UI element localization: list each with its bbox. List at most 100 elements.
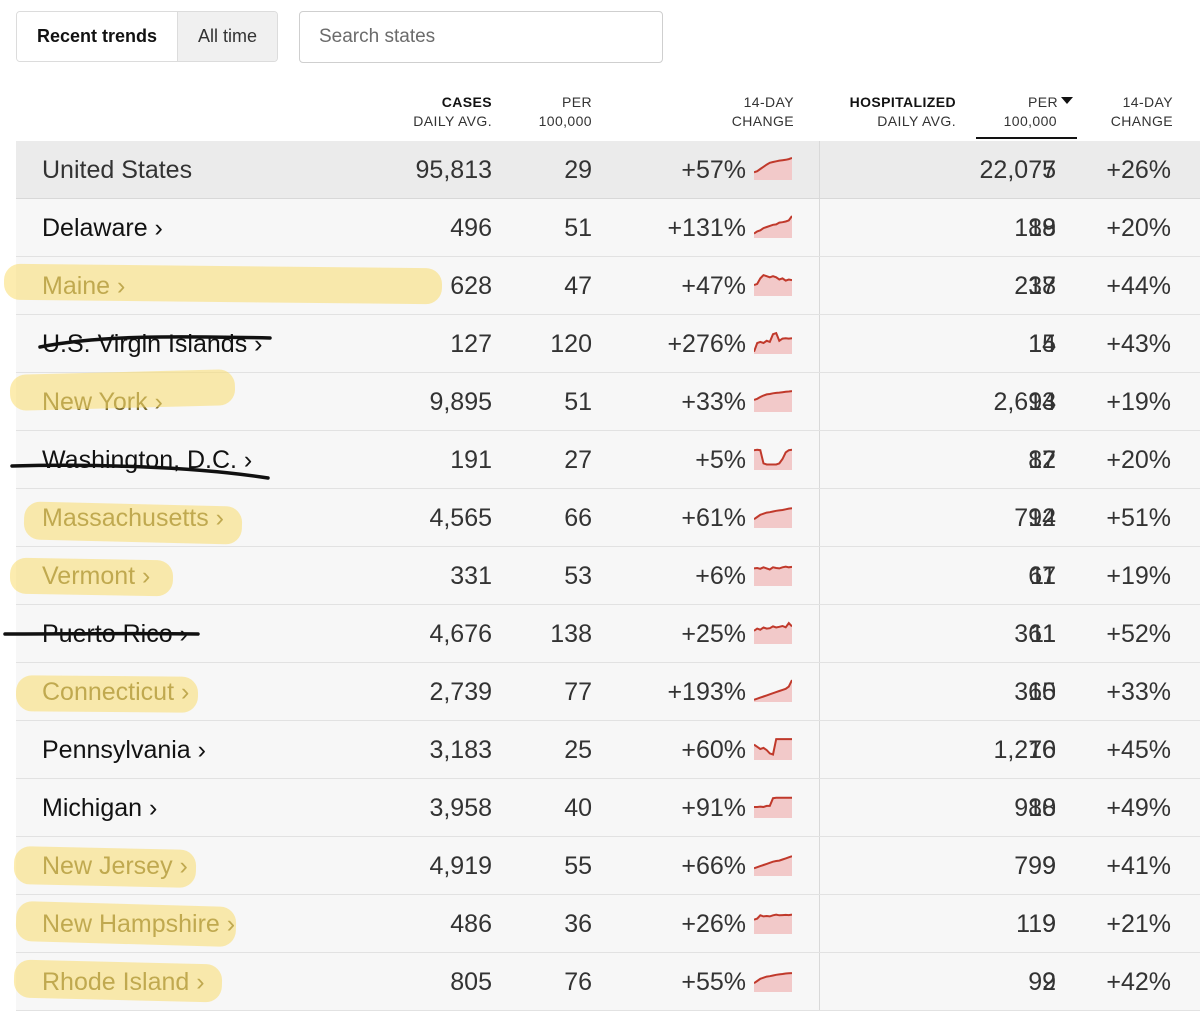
cases-14day-change: +47% (596, 257, 746, 314)
hospitalized-per-100k: 11 (976, 605, 1056, 662)
header-cases-change-line1: 14-DAY (694, 93, 794, 112)
header-hosp-14day-change[interactable]: 14-DAY CHANGE (1080, 93, 1173, 131)
column-divider (819, 547, 820, 604)
cases-daily-avg: 95,813 (316, 141, 492, 198)
cases-daily-avg: 127 (316, 315, 492, 372)
view-toggle: Recent trends All time (16, 11, 278, 62)
cases-per-100k: 51 (496, 199, 592, 256)
state-name[interactable]: Washington, D.C. › (42, 431, 252, 488)
trend-sparkline (754, 734, 792, 760)
search-states-input[interactable] (299, 11, 663, 63)
cases-per-100k: 51 (496, 373, 592, 430)
cases-daily-avg: 2,739 (316, 663, 492, 720)
yellow-highlight-mark (4, 264, 442, 305)
cases-14day-change: +61% (596, 489, 746, 546)
yellow-highlight-mark (10, 369, 236, 411)
yellow-highlight-mark (14, 959, 223, 1002)
hospitalized-per-100k: 10 (976, 721, 1056, 778)
recent-trends-tab[interactable]: Recent trends (17, 12, 178, 61)
hospitalized-14day-change: +19% (1076, 373, 1171, 430)
column-divider (819, 663, 820, 720)
trend-sparkline (754, 850, 792, 876)
header-hosp-line1: HOSPITALIZED (826, 93, 956, 112)
header-hosp-line2: DAILY AVG. (826, 112, 956, 131)
column-divider (819, 315, 820, 372)
yellow-highlight-mark (10, 558, 174, 597)
cases-14day-change: +60% (596, 721, 746, 778)
header-cases[interactable]: CASES DAILY AVG. (392, 93, 492, 131)
column-divider (819, 141, 820, 198)
hospitalized-14day-change: +41% (1076, 837, 1171, 894)
cases-per-100k: 47 (496, 257, 592, 314)
hospitalized-per-100k: 11 (976, 547, 1056, 604)
header-hosp-per-line2: 100,000 (976, 112, 1057, 131)
yellow-highlight-mark (15, 901, 236, 947)
cases-14day-change: +6% (596, 547, 746, 604)
cases-daily-avg: 4,676 (316, 605, 492, 662)
hospitalized-per-100k: 10 (976, 663, 1056, 720)
cases-daily-avg: 805 (316, 953, 492, 1010)
state-name[interactable]: Pennsylvania › (42, 721, 206, 778)
yellow-highlight-mark (14, 846, 197, 888)
cases-per-100k: 77 (496, 663, 592, 720)
cases-daily-avg: 3,958 (316, 779, 492, 836)
cases-per-100k: 29 (496, 141, 592, 198)
trend-sparkline (754, 154, 792, 180)
header-hosp-per-100k[interactable]: PER 100,000 (976, 93, 1073, 131)
hospitalized-14day-change: +43% (1076, 315, 1171, 372)
state-name[interactable]: U.S. Virgin Islands › (42, 315, 262, 372)
header-hosp-change-line2: CHANGE (1080, 112, 1173, 131)
cases-per-100k: 138 (496, 605, 592, 662)
cases-14day-change: +193% (596, 663, 746, 720)
all-time-tab[interactable]: All time (178, 12, 277, 61)
hospitalized-14day-change: +52% (1076, 605, 1171, 662)
trend-sparkline (754, 386, 792, 412)
cases-14day-change: +276% (596, 315, 746, 372)
cases-14day-change: +55% (596, 953, 746, 1010)
hospitalized-14day-change: +20% (1076, 199, 1171, 256)
trend-sparkline (754, 792, 792, 818)
yellow-highlight-mark (24, 501, 243, 544)
state-name[interactable]: Michigan › (42, 779, 157, 836)
sort-descending-icon (1061, 97, 1073, 104)
trend-sparkline (754, 328, 792, 354)
header-cases-line2: DAILY AVG. (392, 112, 492, 131)
active-sort-underline (976, 137, 1077, 139)
header-cases-per-100k[interactable]: PER 100,000 (512, 93, 592, 131)
hospitalized-14day-change: +45% (1076, 721, 1171, 778)
cases-14day-change: +5% (596, 431, 746, 488)
cases-per-100k: 55 (496, 837, 592, 894)
hospitalized-per-100k: 18 (976, 257, 1056, 314)
trend-sparkline (754, 908, 792, 934)
column-divider (819, 721, 820, 778)
hospitalized-14day-change: +49% (1076, 779, 1171, 836)
trend-sparkline (754, 212, 792, 238)
yellow-highlight-mark (16, 675, 198, 713)
header-hospitalized[interactable]: HOSPITALIZED DAILY AVG. (826, 93, 956, 131)
hospitalized-14day-change: +44% (1076, 257, 1171, 314)
trend-sparkline (754, 444, 792, 470)
header-hosp-per-line1-wrap: PER (976, 93, 1073, 112)
hospitalized-14day-change: +21% (1076, 895, 1171, 952)
sparkline-area (754, 915, 792, 934)
cases-per-100k: 53 (496, 547, 592, 604)
hospitalized-per-100k: 7 (976, 141, 1056, 198)
hospitalized-14day-change: +33% (1076, 663, 1171, 720)
sparkline-area (754, 216, 792, 238)
column-divider (819, 199, 820, 256)
header-cases-14day-change[interactable]: 14-DAY CHANGE (694, 93, 794, 131)
cases-daily-avg: 191 (316, 431, 492, 488)
hospitalized-14day-change: +51% (1076, 489, 1171, 546)
state-name[interactable]: Delaware › (42, 199, 163, 256)
column-divider (819, 837, 820, 894)
state-name[interactable]: Puerto Rico › (42, 605, 188, 662)
header-hosp-per-line1: PER (1028, 94, 1058, 110)
cases-daily-avg: 9,895 (316, 373, 492, 430)
